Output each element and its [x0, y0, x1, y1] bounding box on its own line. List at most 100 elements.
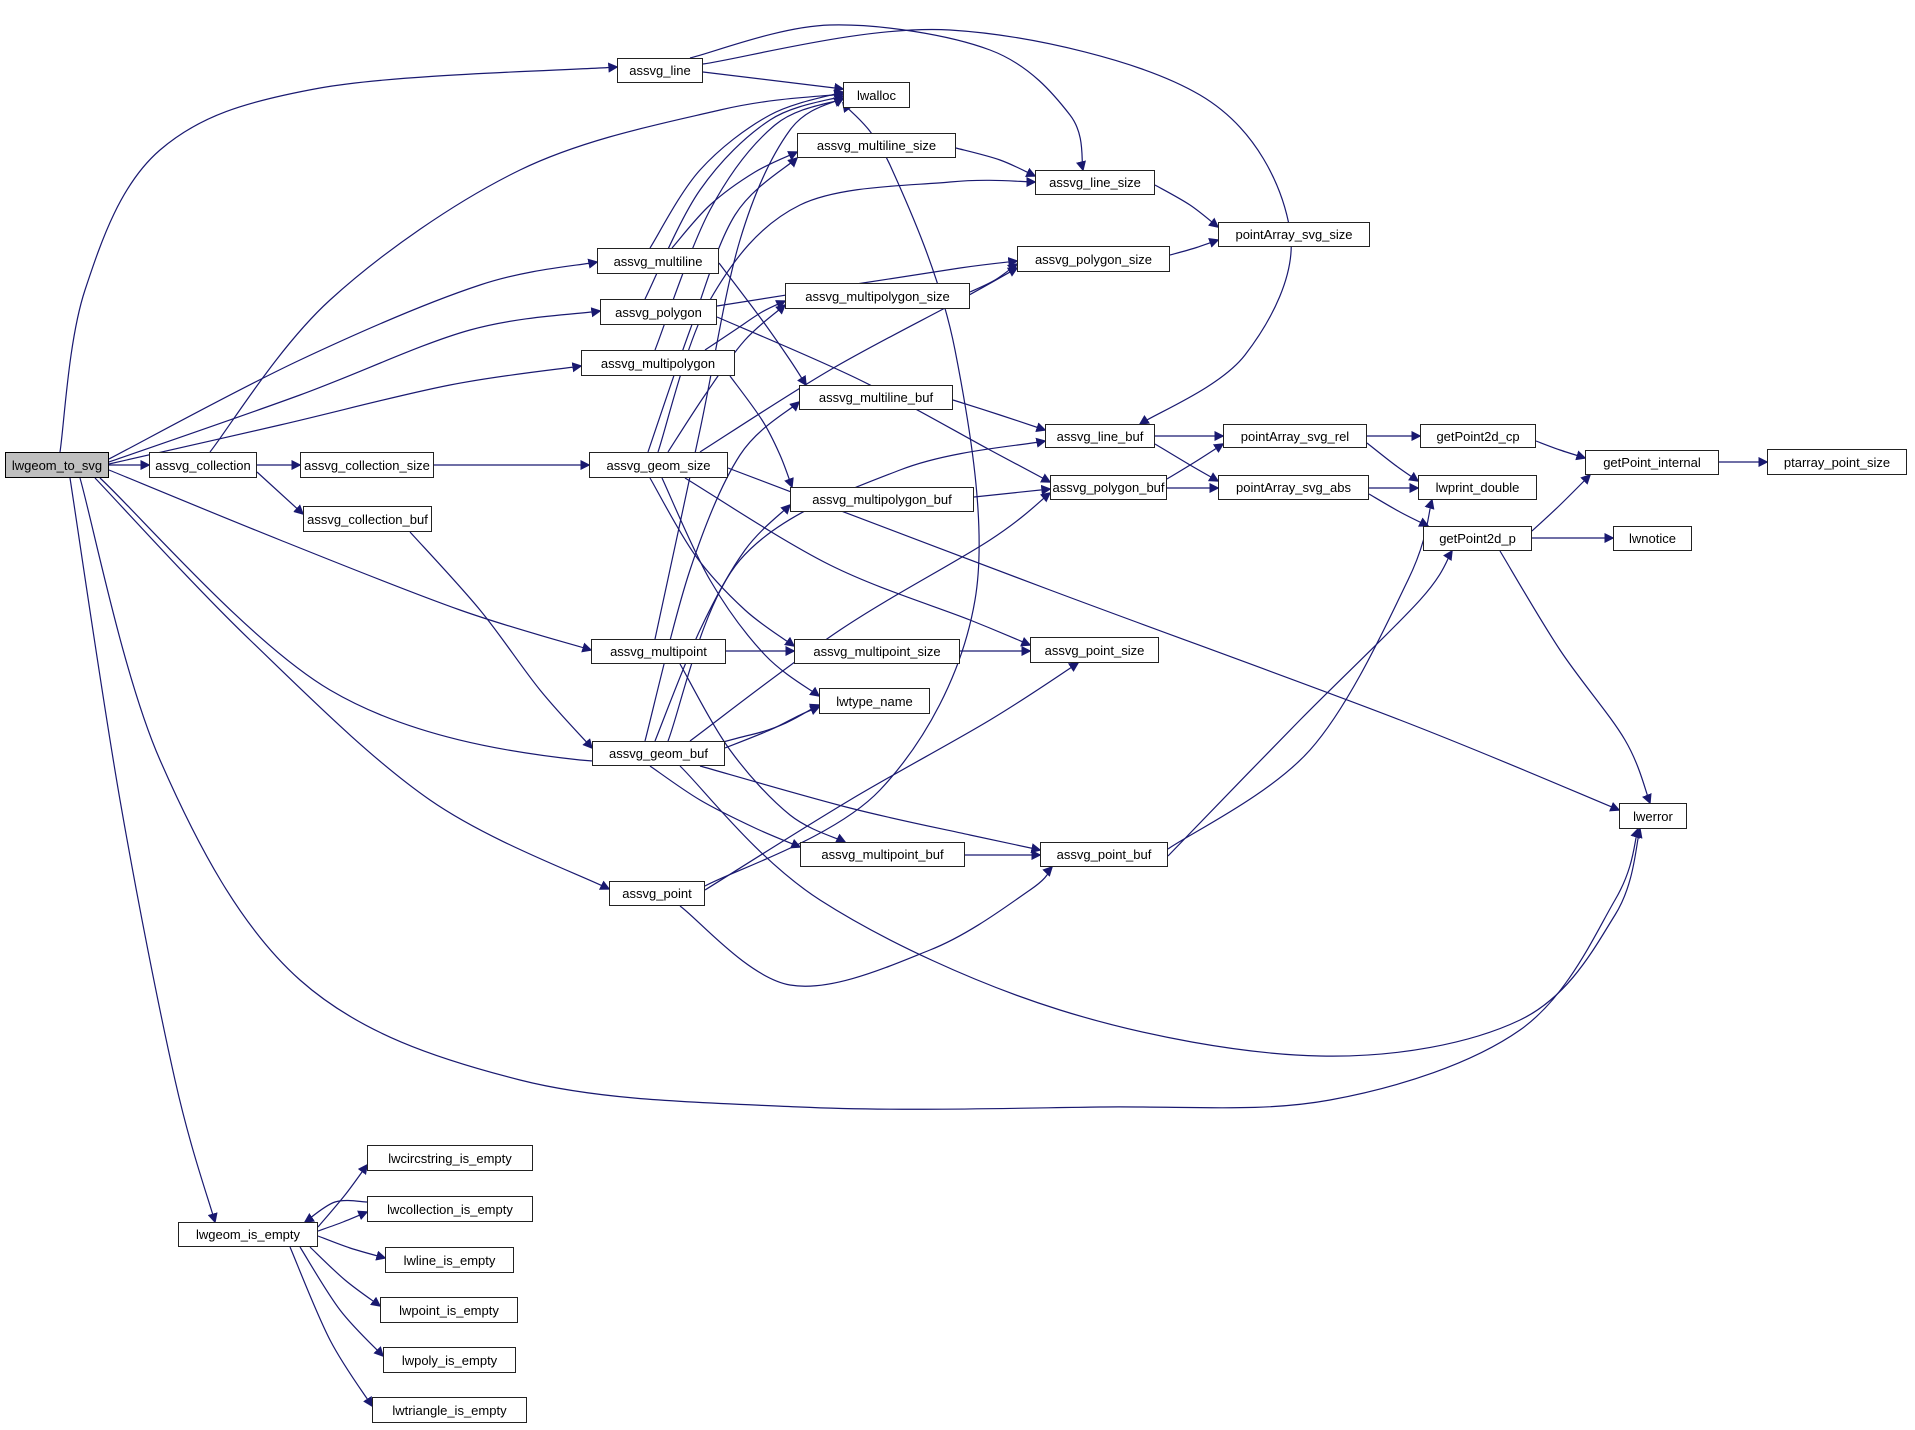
node-lwpoly_is_empty[interactable]: lwpoly_is_empty — [383, 1347, 516, 1373]
node-getPoint_internal[interactable]: getPoint_internal — [1585, 450, 1719, 475]
node-assvg_line[interactable]: assvg_line — [617, 58, 703, 83]
node-assvg_multipolygon_buf[interactable]: assvg_multipolygon_buf — [790, 487, 974, 512]
edge-assvg_geom_buf-to-assvg_polygon_buf — [689, 492, 1052, 742]
node-lwnotice[interactable]: lwnotice — [1613, 526, 1692, 551]
node-assvg_collection_buf[interactable]: assvg_collection_buf — [303, 506, 432, 532]
edge-assvg_geom_size-to-assvg_multipoint_size — [649, 477, 796, 647]
node-assvg_point_size[interactable]: assvg_point_size — [1030, 637, 1159, 663]
node-lwcircstring_is_empty[interactable]: lwcircstring_is_empty — [367, 1145, 533, 1171]
edge-lwgeom_to_svg-to-assvg_polygon — [108, 307, 602, 463]
edge-lwgeom_to_svg-to-assvg_line — [59, 62, 619, 453]
node-lwcollection_is_empty[interactable]: lwcollection_is_empty — [367, 1196, 533, 1222]
edge-getPoint2d_p-to-getPoint_internal — [1531, 473, 1592, 532]
node-assvg_multiline_buf[interactable]: assvg_multiline_buf — [799, 385, 953, 410]
node-assvg_polygon_size[interactable]: assvg_polygon_size — [1017, 246, 1170, 272]
edge-assvg_geom_size-to-assvg_point_size — [684, 477, 1032, 647]
edge-assvg_multipolygon-to-lwalloc — [654, 97, 845, 351]
edge-assvg_point-to-lwalloc — [704, 101, 980, 887]
edge-lwgeom_to_svg-to-assvg_point — [94, 477, 611, 890]
node-lwtriangle_is_empty[interactable]: lwtriangle_is_empty — [372, 1397, 527, 1423]
node-assvg_collection[interactable]: assvg_collection — [149, 452, 257, 478]
edge-assvg_polygon_size-to-pointArray_svg_size — [1169, 238, 1220, 256]
node-assvg_polygon[interactable]: assvg_polygon — [600, 299, 717, 325]
node-lwerror[interactable]: lwerror — [1619, 803, 1687, 829]
edge-lwgeom_to_svg-to-lwerror — [79, 477, 1641, 1110]
node-lwline_is_empty[interactable]: lwline_is_empty — [385, 1247, 514, 1273]
node-assvg_multipoint_buf[interactable]: assvg_multipoint_buf — [800, 842, 965, 867]
node-lwalloc[interactable]: lwalloc — [843, 82, 910, 108]
edge-assvg_line-to-lwalloc — [702, 71, 845, 94]
edge-assvg_geom_buf-to-assvg_multiline_buf — [644, 400, 801, 742]
edge-lwcollection_is_empty-to-lwgeom_is_empty — [303, 1199, 368, 1223]
edge-assvg_geom_size-to-assvg_multiline_size — [647, 156, 799, 453]
node-assvg_multipolygon[interactable]: assvg_multipolygon — [581, 350, 735, 376]
edge-assvg_point-to-assvg_point_buf — [679, 865, 1054, 987]
edge-assvg_line_size-to-pointArray_svg_size — [1154, 184, 1220, 228]
node-assvg_polygon_buf[interactable]: assvg_polygon_buf — [1050, 475, 1167, 500]
edge-assvg_collection-to-assvg_collection_buf — [256, 471, 305, 516]
edge-assvg_multiline_size-to-assvg_line_size — [955, 147, 1037, 178]
edge-assvg_geom_buf-to-assvg_multipoint_buf — [649, 765, 802, 849]
edge-lwgeom_is_empty-to-lwcollection_is_empty — [317, 1210, 369, 1232]
edge-assvg_geom_buf-to-assvg_point_buf — [699, 765, 1042, 854]
edge-assvg_geom_buf-to-lwtype_name — [724, 705, 821, 749]
edge-lwgeom_to_svg-to-lwtype_name — [99, 477, 821, 763]
node-lwgeom_is_empty[interactable]: lwgeom_is_empty — [178, 1222, 318, 1247]
edge-assvg_multiline-to-assvg_multiline_buf — [718, 262, 807, 387]
edge-assvg_point-to-assvg_point_size — [704, 662, 1080, 891]
node-assvg_collection_size[interactable]: assvg_collection_size — [300, 452, 434, 478]
node-lwtype_name[interactable]: lwtype_name — [819, 688, 930, 714]
edge-assvg_point_buf-to-lwprint_double — [1167, 498, 1435, 850]
edge-assvg_multipoint-to-assvg_multipoint_buf — [679, 663, 847, 843]
edge-assvg_multipolygon_size-to-assvg_polygon_size — [969, 263, 1019, 293]
edge-lwgeom_is_empty-to-lwtriangle_is_empty — [289, 1246, 373, 1408]
node-pointArray_svg_abs[interactable]: pointArray_svg_abs — [1218, 475, 1369, 500]
node-lwprint_double[interactable]: lwprint_double — [1418, 475, 1537, 500]
edge-assvg_line-to-assvg_line_buf — [702, 28, 1292, 425]
node-assvg_multipolygon_size[interactable]: assvg_multipolygon_size — [785, 283, 970, 309]
node-assvg_multipoint_size[interactable]: assvg_multipoint_size — [794, 639, 960, 664]
edge-assvg_geom_buf-to-lwerror — [679, 765, 1643, 1057]
edge-assvg_multiline-to-lwalloc — [649, 89, 845, 249]
node-assvg_point[interactable]: assvg_point — [609, 881, 705, 906]
node-assvg_multipoint[interactable]: assvg_multipoint — [591, 639, 726, 664]
edge-pointArray_svg_rel-to-lwprint_double — [1366, 442, 1420, 482]
edge-lwgeom_to_svg-to-lwgeom_is_empty — [69, 477, 218, 1224]
edge-assvg_multipoint-to-lwalloc — [654, 97, 845, 640]
edge-assvg_multipolygon_buf-to-assvg_polygon_buf — [973, 484, 1052, 498]
edge-assvg_collection_buf-to-assvg_geom_buf — [409, 531, 594, 750]
edge-assvg_multiline_buf-to-assvg_line_buf — [952, 399, 1047, 433]
node-assvg_geom_buf[interactable]: assvg_geom_buf — [592, 741, 725, 766]
edge-lwgeom_to_svg-to-assvg_multipolygon — [108, 362, 583, 465]
node-getPoint2d_p[interactable]: getPoint2d_p — [1423, 526, 1532, 551]
node-assvg_multiline[interactable]: assvg_multiline — [597, 248, 719, 274]
node-assvg_point_buf[interactable]: assvg_point_buf — [1040, 842, 1168, 867]
edge-lwgeom_is_empty-to-lwline_is_empty — [317, 1235, 387, 1261]
edge-assvg_multipolygon-to-assvg_multipolygon_buf — [729, 375, 794, 489]
node-ptarray_point_size[interactable]: ptarray_point_size — [1767, 449, 1907, 475]
edge-lwgeom_to_svg-to-assvg_multipoint — [108, 469, 593, 653]
edge-assvg_multiline-to-assvg_multiline_size — [671, 151, 799, 249]
edge-assvg_polygon_buf-to-pointArray_svg_rel — [1166, 443, 1225, 480]
edge-lwgeom_to_svg-to-assvg_multiline — [108, 258, 599, 460]
node-assvg_line_buf[interactable]: assvg_line_buf — [1045, 424, 1155, 448]
edge-getPoint2d_cp-to-getPoint_internal — [1535, 440, 1587, 461]
edge-lwgeom_is_empty-to-lwpoly_is_empty — [299, 1246, 385, 1358]
edge-assvg_geom_size-to-assvg_polygon_size — [699, 267, 1019, 453]
node-getPoint2d_cp[interactable]: getPoint2d_cp — [1420, 424, 1536, 448]
edge-pointArray_svg_abs-to-getPoint2d_p — [1368, 493, 1430, 527]
node-pointArray_svg_size[interactable]: pointArray_svg_size — [1218, 222, 1370, 247]
node-assvg_line_size[interactable]: assvg_line_size — [1035, 170, 1155, 195]
node-assvg_multiline_size[interactable]: assvg_multiline_size — [797, 133, 956, 158]
edge-assvg_geom_size-to-lwtype_name — [661, 477, 821, 697]
node-assvg_geom_size[interactable]: assvg_geom_size — [589, 452, 728, 478]
edge-lwgeom_is_empty-to-lwcircstring_is_empty — [317, 1163, 368, 1228]
edge-assvg_geom_size-to-lwerror — [727, 467, 1621, 812]
node-lwpoint_is_empty[interactable]: lwpoint_is_empty — [380, 1297, 518, 1323]
edge-getPoint2d_p-to-lwerror — [1499, 550, 1652, 805]
edge-assvg_line-to-assvg_line_size — [689, 24, 1086, 172]
node-lwgeom_to_svg[interactable]: lwgeom_to_svg — [5, 452, 109, 478]
node-pointArray_svg_rel[interactable]: pointArray_svg_rel — [1223, 424, 1367, 448]
